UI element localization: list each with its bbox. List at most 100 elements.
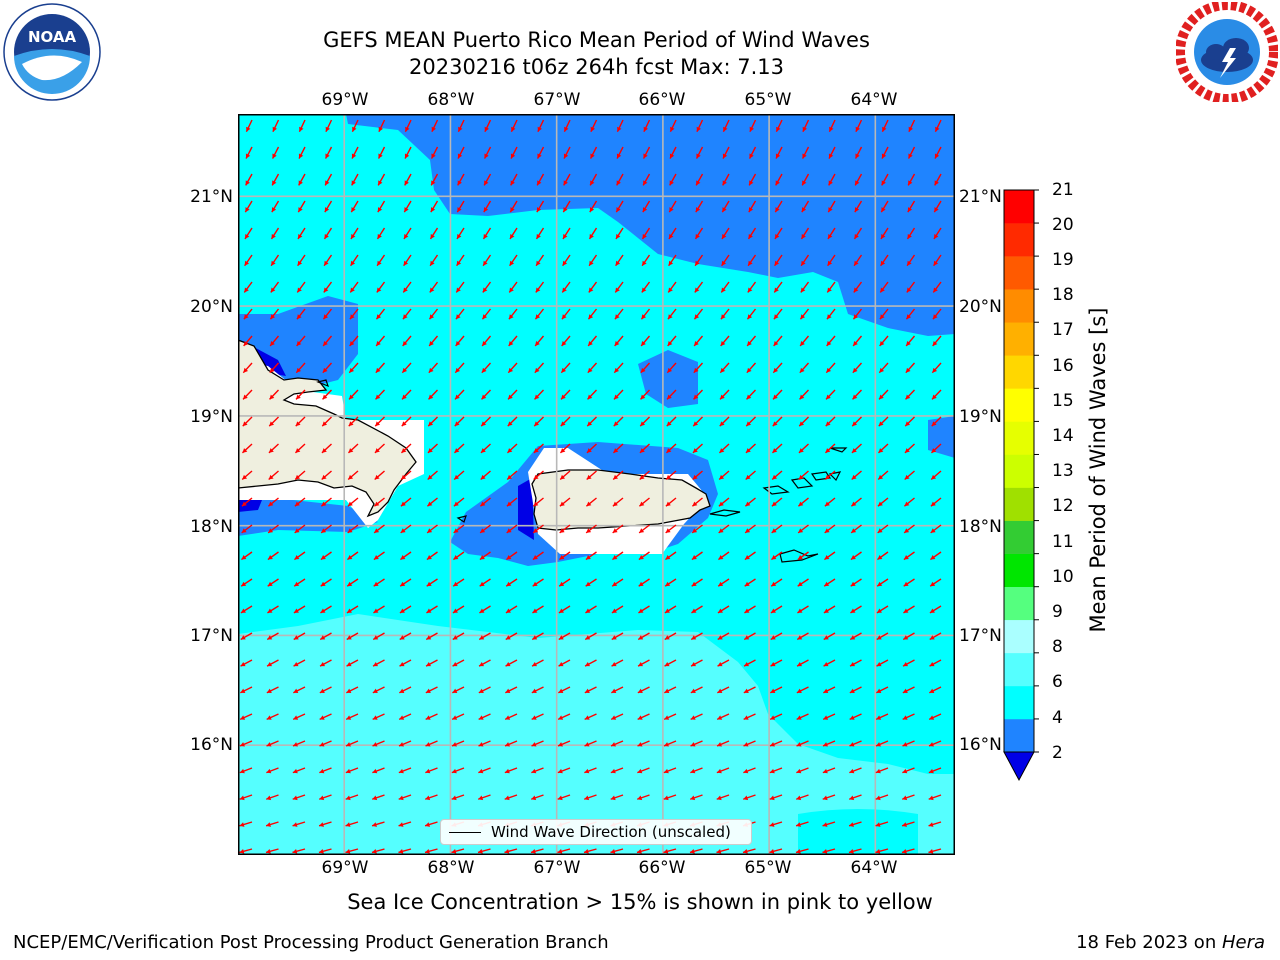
- wind-wave-arrow: [669, 146, 677, 159]
- wind-wave-arrow: [428, 362, 439, 374]
- wind-wave-arrow: [716, 740, 730, 747]
- wind-wave-arrow: [269, 389, 280, 400]
- wind-wave-arrow: [267, 524, 279, 534]
- wind-wave-arrow: [559, 443, 571, 454]
- wind-wave-arrow: [849, 659, 862, 667]
- wind-wave-arrow: [822, 821, 836, 827]
- wind-wave-arrow: [663, 713, 677, 721]
- wind-wave-arrow: [534, 308, 545, 320]
- wind-wave-arrow: [828, 173, 836, 186]
- wind-wave-arrow: [322, 308, 333, 320]
- legend-line-sample: [449, 832, 481, 833]
- wind-wave-arrow: [691, 551, 703, 561]
- wind-wave-arrow: [345, 767, 359, 774]
- wind-wave-arrow: [398, 821, 412, 827]
- wind-wave-arrow: [641, 281, 651, 293]
- wind-wave-arrow: [615, 254, 624, 267]
- wind-wave-arrow: [853, 227, 863, 240]
- wind-wave-arrow: [875, 767, 889, 774]
- wind-wave-arrow: [241, 524, 253, 534]
- wind-wave-arrow: [245, 146, 253, 159]
- wind-wave-arrow: [640, 389, 651, 400]
- wind-wave-arrow: [241, 470, 253, 481]
- wind-wave-arrow: [426, 551, 438, 561]
- wind-wave-arrow: [716, 713, 730, 721]
- wind-wave-arrow: [424, 821, 438, 827]
- wind-wave-arrow: [398, 767, 412, 774]
- wind-wave-arrow: [584, 686, 597, 694]
- wind-wave-arrow: [480, 416, 491, 427]
- wind-wave-arrow: [346, 605, 359, 614]
- wind-wave-arrow: [743, 632, 756, 641]
- colorbar-bin: [1004, 322, 1034, 356]
- wind-wave-arrow: [271, 173, 280, 186]
- st-croix-island: [779, 549, 819, 563]
- lon-label-top-64w: 64°W: [850, 90, 898, 110]
- wind-wave-arrow: [298, 146, 306, 159]
- lat-label-right-20n: 20°N: [959, 297, 1002, 317]
- colorbar-tick-8: 8: [1052, 637, 1063, 657]
- wind-wave-arrow: [505, 686, 518, 694]
- wind-wave-arrow: [295, 362, 306, 374]
- wind-wave-arrow: [589, 173, 598, 186]
- wind-wave-arrow: [848, 821, 862, 827]
- wind-wave-arrow: [769, 740, 783, 747]
- colorbar-tick-10: 10: [1052, 567, 1074, 587]
- wind-wave-arrow: [743, 659, 756, 667]
- wind-wave-arrow: [296, 308, 306, 320]
- wind-wave-arrow: [718, 443, 730, 454]
- wind-wave-arrow: [904, 416, 915, 427]
- wind-wave-arrow: [614, 335, 624, 347]
- wind-wave-arrow: [875, 848, 889, 854]
- wind-wave-arrow: [744, 497, 756, 507]
- wind-wave-arrow: [930, 524, 942, 534]
- wind-wave-arrow: [371, 848, 385, 854]
- wind-wave-arrow: [850, 551, 862, 561]
- wind-wave-arrow: [637, 767, 650, 774]
- wind-wave-arrow: [321, 416, 332, 427]
- wind-wave-arrow: [881, 146, 889, 159]
- wind-wave-arrow: [771, 470, 783, 481]
- wind-wave-arrow: [875, 794, 889, 801]
- colorbar-bin: [1004, 652, 1034, 687]
- wind-wave-arrow: [903, 605, 915, 614]
- wind-wave-arrow: [535, 254, 545, 267]
- wind-wave-arrow: [451, 848, 465, 854]
- wind-wave-arrow: [481, 308, 492, 320]
- wind-wave-arrow: [430, 200, 439, 213]
- wind-wave-arrow: [747, 281, 757, 293]
- wind-wave-arrow: [372, 767, 385, 774]
- footer-branch: NCEP/EMC/Verification Post Processing Pr…: [13, 932, 609, 953]
- wind-wave-arrow: [371, 821, 385, 827]
- wind-wave-arrow: [454, 389, 465, 400]
- wind-wave-arrow: [240, 659, 253, 667]
- noaa-logo: NOAA: [3, 3, 101, 101]
- colorbar-tick-19: 19: [1052, 250, 1074, 270]
- wind-wave-arrow: [451, 794, 465, 801]
- wind-wave-arrow: [345, 713, 359, 721]
- lat-label-right-21n: 21°N: [959, 187, 1002, 207]
- wind-wave-arrow: [744, 524, 756, 534]
- wind-wave-arrow: [268, 443, 279, 454]
- wind-wave-arrow: [641, 254, 651, 267]
- footer-machine-name: Hera: [1221, 932, 1265, 953]
- wind-wave-arrow: [851, 416, 862, 427]
- wind-wave-arrow: [903, 524, 915, 534]
- wind-wave-arrow: [718, 470, 730, 481]
- wind-wave-arrow: [639, 470, 650, 481]
- wind-wave-arrow: [373, 524, 385, 534]
- wind-wave-arrow: [744, 551, 756, 561]
- wind-wave-arrow: [240, 632, 253, 641]
- wind-wave-arrow: [664, 659, 677, 667]
- wind-wave-arrow: [853, 281, 863, 293]
- wind-wave-arrow: [902, 713, 915, 721]
- wind-wave-arrow: [346, 578, 359, 587]
- wind-wave-arrow: [770, 686, 783, 694]
- wind-wave-arrow: [269, 362, 280, 374]
- wind-wave-arrow: [560, 389, 571, 400]
- wind-wave-arrow: [694, 281, 704, 293]
- wind-wave-arrow: [585, 497, 597, 507]
- wind-wave-arrow: [505, 605, 518, 614]
- wind-wave-arrow: [928, 767, 942, 774]
- wind-wave-arrow: [505, 659, 518, 667]
